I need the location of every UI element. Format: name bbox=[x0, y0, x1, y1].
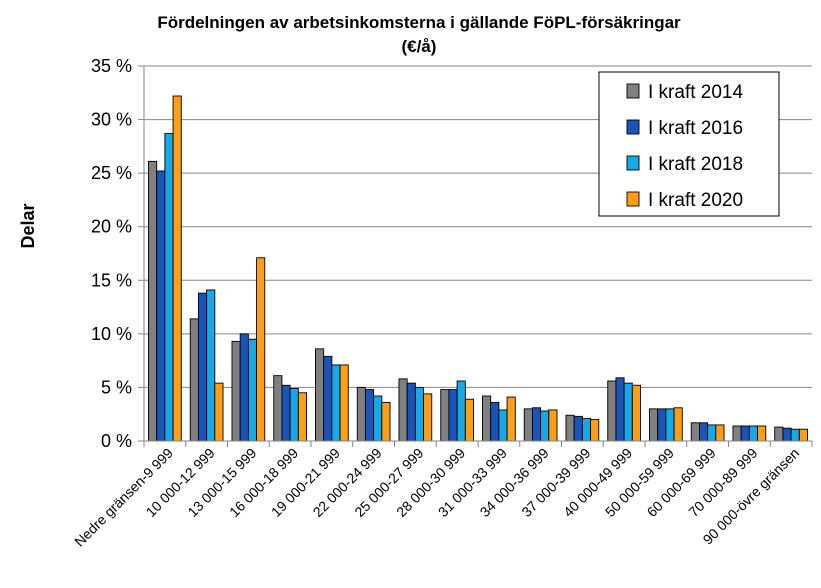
y-tick-label: 10 % bbox=[91, 324, 132, 344]
bar bbox=[631, 384, 641, 442]
bar bbox=[690, 422, 700, 442]
bar bbox=[581, 418, 592, 442]
y-tick-label: 5 % bbox=[101, 377, 132, 397]
bar bbox=[339, 364, 349, 442]
bar bbox=[156, 170, 166, 442]
bar bbox=[440, 389, 450, 442]
bar bbox=[247, 338, 258, 442]
legend-swatch bbox=[626, 191, 640, 207]
axes bbox=[143, 66, 813, 447]
bar bbox=[164, 133, 174, 442]
bar bbox=[531, 407, 542, 442]
chart-title-line2: (€/å) bbox=[402, 37, 437, 56]
bar bbox=[364, 389, 375, 442]
y-tick-label: 15 % bbox=[91, 270, 132, 290]
bar bbox=[456, 380, 466, 442]
bar bbox=[398, 378, 408, 442]
y-tick-label: 35 % bbox=[91, 56, 132, 76]
y-tick-label: 25 % bbox=[91, 163, 132, 183]
gridlines bbox=[144, 65, 812, 388]
bar bbox=[172, 95, 182, 442]
bar bbox=[281, 384, 291, 442]
chart-title-line1: Fördelningen av arbetsinkomsterna i gäll… bbox=[157, 13, 681, 32]
bar bbox=[649, 408, 659, 442]
bar bbox=[590, 419, 600, 442]
legend-label: I kraft 2014 bbox=[648, 82, 743, 103]
bar bbox=[715, 424, 725, 442]
bar bbox=[356, 386, 366, 442]
y-axis-label: Delar bbox=[18, 203, 38, 248]
bar bbox=[565, 414, 575, 442]
bar bbox=[615, 377, 625, 442]
bar bbox=[256, 257, 266, 442]
bar bbox=[774, 426, 784, 442]
legend-swatch bbox=[626, 83, 640, 99]
bar bbox=[289, 388, 299, 442]
bar bbox=[498, 409, 508, 442]
bar bbox=[573, 415, 583, 442]
bar bbox=[381, 401, 391, 442]
bar bbox=[414, 386, 425, 442]
bar bbox=[297, 392, 307, 442]
bar bbox=[757, 425, 767, 442]
y-tick-label: 30 % bbox=[91, 110, 132, 130]
bar bbox=[707, 424, 717, 442]
bar bbox=[148, 160, 158, 442]
bar bbox=[623, 382, 633, 442]
bar bbox=[740, 425, 750, 442]
bar bbox=[540, 410, 550, 442]
bar bbox=[315, 348, 325, 442]
legend-label: I kraft 2016 bbox=[648, 118, 743, 139]
bar bbox=[490, 401, 500, 442]
bar bbox=[790, 428, 800, 442]
bar bbox=[273, 375, 283, 442]
bar bbox=[698, 422, 709, 442]
legend-label: I kraft 2018 bbox=[648, 154, 743, 175]
bar bbox=[506, 396, 516, 442]
bar bbox=[782, 427, 792, 442]
legend-label: I kraft 2020 bbox=[648, 190, 743, 211]
bar bbox=[197, 292, 208, 442]
bar bbox=[189, 318, 199, 442]
bar bbox=[732, 425, 742, 442]
bar bbox=[231, 340, 241, 442]
y-axis-ticks: 0 % 5 % 10 % 15 % 20 % 25 % 30 % 35 % bbox=[91, 56, 144, 451]
bar bbox=[607, 380, 617, 442]
y-tick-label: 0 % bbox=[101, 431, 132, 451]
bar bbox=[373, 395, 383, 442]
bar bbox=[673, 407, 683, 442]
legend: I kraft 2014 I kraft 2016 I kraft 2018 I kr… bbox=[598, 71, 780, 217]
bar bbox=[523, 408, 533, 442]
y-tick-label: 20 % bbox=[91, 217, 132, 237]
bar bbox=[423, 393, 433, 442]
bar bbox=[657, 408, 667, 442]
bars bbox=[148, 95, 808, 442]
bar bbox=[482, 395, 492, 442]
bar bbox=[448, 389, 458, 442]
bar bbox=[748, 425, 759, 442]
bar bbox=[214, 382, 224, 442]
legend-swatch bbox=[626, 155, 640, 171]
bar bbox=[239, 333, 249, 442]
bar bbox=[406, 382, 416, 442]
bar bbox=[798, 428, 808, 442]
bar bbox=[464, 398, 474, 442]
legend-swatch bbox=[626, 119, 640, 135]
bar bbox=[323, 355, 333, 442]
bar bbox=[206, 289, 216, 442]
bar bbox=[665, 408, 675, 442]
bar bbox=[331, 364, 341, 442]
bar bbox=[548, 409, 558, 442]
